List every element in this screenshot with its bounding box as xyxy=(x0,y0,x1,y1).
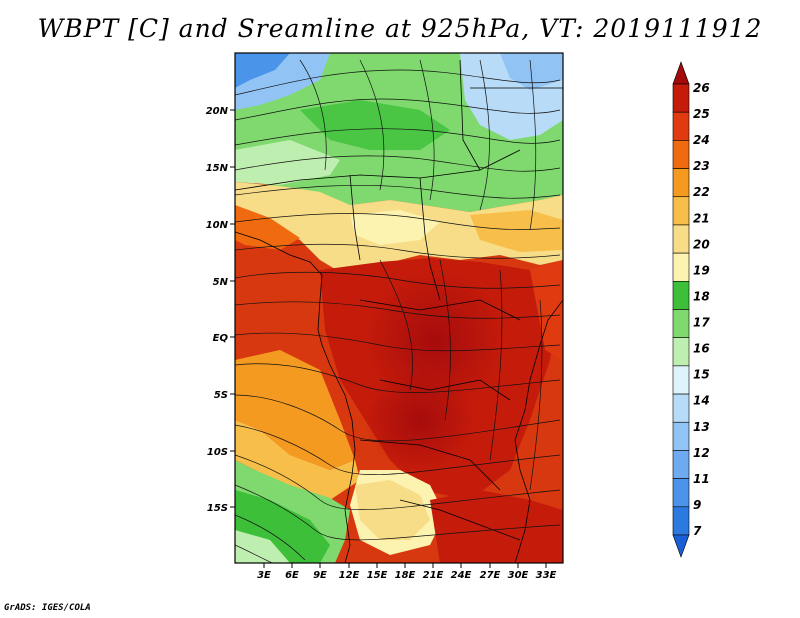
colorbar: 26 25 24 23 22 21 20 19 18 17 16 15 14 13 12 11 9 7 xyxy=(672,61,710,558)
colorbar-label: 12 xyxy=(693,446,710,460)
lon-label-9e: 9E xyxy=(313,570,327,581)
lat-label-15n: 15N xyxy=(206,163,229,174)
colorbar-label: 13 xyxy=(693,420,710,434)
colorbar-bottom-arrow xyxy=(672,534,690,558)
colorbar-segment xyxy=(672,450,690,479)
lat-label-5n: 5N xyxy=(213,277,229,288)
lat-label-10s: 10S xyxy=(207,447,228,458)
lon-label-27e: 27E xyxy=(480,570,501,581)
colorbar-label: 18 xyxy=(693,289,710,303)
colorbar-segment xyxy=(672,337,690,367)
grads-credit: GrADS: IGES/COLA xyxy=(4,603,91,613)
lat-label-eq: EQ xyxy=(213,333,229,344)
lon-label-33e: 33E xyxy=(536,570,557,581)
colorbar-segment xyxy=(672,309,690,338)
lat-label-5s: 5S xyxy=(214,390,228,401)
colorbar-segment xyxy=(672,224,690,254)
colorbar-segment xyxy=(672,168,690,198)
colorbar-label: 24 xyxy=(693,133,710,147)
lat-label-20n: 20N xyxy=(206,106,229,117)
chart-title: WBPT [C] and Sreamline at 925hPa, VT: 20… xyxy=(37,14,763,43)
lon-label-21e: 21E xyxy=(423,570,444,581)
colorbar-label: 15 xyxy=(693,368,710,382)
colorbar-label: 17 xyxy=(693,316,710,330)
colorbar-label: 23 xyxy=(693,159,710,173)
lat-label-10n: 10N xyxy=(206,220,229,231)
colorbar-segment xyxy=(672,421,690,451)
longitude-axis: 3E 6E 9E 12E 15E 18E 21E 24E 27E 30E 33E xyxy=(257,563,557,581)
colorbar-label: 14 xyxy=(693,394,710,408)
colorbar-label: 11 xyxy=(693,472,710,486)
colorbar-segment xyxy=(672,281,690,310)
colorbar-segment xyxy=(672,506,690,536)
lon-label-30e: 30E xyxy=(508,570,529,581)
lon-label-6e: 6E xyxy=(285,570,299,581)
colorbar-segment xyxy=(672,83,690,113)
colorbar-label: 26 xyxy=(693,81,710,95)
colorbar-segment xyxy=(672,140,690,169)
colorbar-segment xyxy=(672,365,690,395)
latitude-axis: 20N 15N 10N 5N EQ 5S 10S 15S xyxy=(206,106,235,514)
colorbar-label: 19 xyxy=(693,263,710,277)
colorbar-label: 9 xyxy=(693,498,701,512)
colorbar-segment xyxy=(672,252,690,282)
colorbar-label: 21 xyxy=(693,211,710,225)
colorbar-segment xyxy=(672,478,690,508)
colorbar-label: 7 xyxy=(693,524,702,538)
colorbar-label: 16 xyxy=(693,342,710,356)
lon-label-15e: 15E xyxy=(367,570,388,581)
colorbar-segment xyxy=(672,196,690,226)
map-frame xyxy=(234,52,564,564)
colorbar-segment xyxy=(672,111,690,141)
colorbar-segment xyxy=(672,393,690,423)
colorbar-top-arrow xyxy=(672,61,690,85)
wbpt-shading xyxy=(235,53,563,563)
lon-label-3e: 3E xyxy=(257,570,271,581)
streamlines xyxy=(235,59,561,563)
lon-label-12e: 12E xyxy=(339,570,360,581)
colorbar-label: 22 xyxy=(693,185,710,199)
lon-label-18e: 18E xyxy=(395,570,416,581)
coastlines xyxy=(235,59,563,563)
colorbar-label: 25 xyxy=(693,107,710,121)
lon-label-24e: 24E xyxy=(451,570,472,581)
lat-label-15s: 15S xyxy=(207,503,228,514)
colorbar-label: 20 xyxy=(693,237,710,251)
